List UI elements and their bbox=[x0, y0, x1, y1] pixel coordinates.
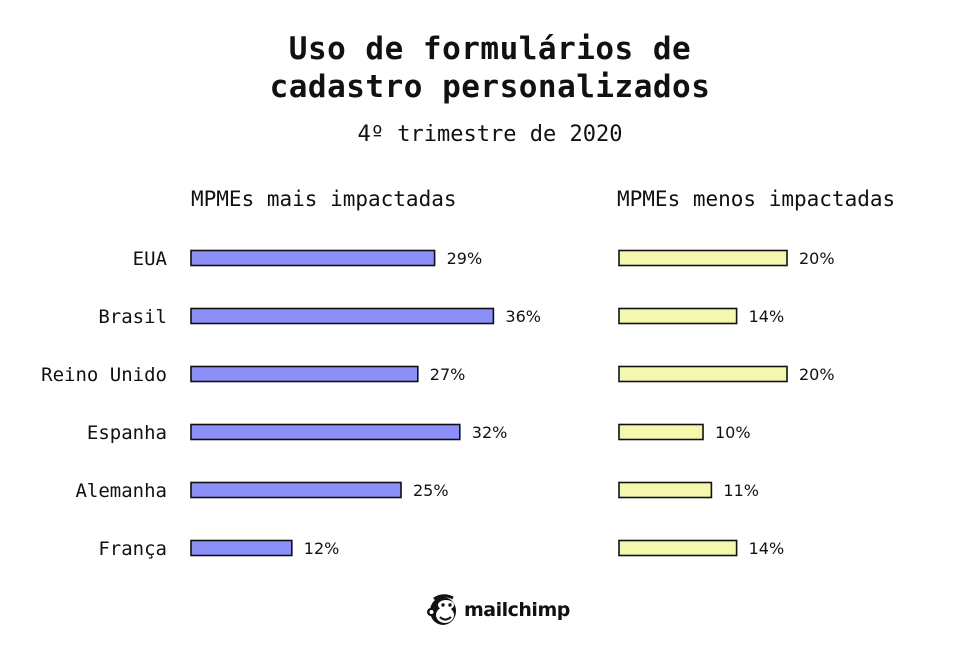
bar bbox=[190, 423, 461, 441]
bar bbox=[618, 423, 704, 441]
data-label: 10% bbox=[715, 423, 751, 442]
chart-title-line-1: Uso de formulários de bbox=[288, 31, 692, 67]
data-label: 29% bbox=[447, 249, 483, 268]
data-label: 20% bbox=[799, 249, 835, 268]
mailchimp-logo: mailchimp bbox=[426, 592, 570, 628]
data-label: 36% bbox=[505, 307, 541, 326]
chart-subtitle: 4º trimestre de 2020 bbox=[357, 122, 623, 147]
data-label: 20% bbox=[799, 365, 835, 384]
chart-title-line-2: cadastro personalizados bbox=[269, 69, 711, 105]
category-label: EUA bbox=[133, 248, 168, 270]
category-label: França bbox=[98, 538, 167, 560]
bar bbox=[190, 307, 495, 325]
bar bbox=[190, 539, 293, 557]
bar-chart: EUA Brasil Reino Unido Espanha Alemanha Franç… bbox=[41, 187, 895, 560]
freddie-monkey-icon bbox=[427, 594, 456, 625]
bar bbox=[618, 365, 788, 383]
data-label: 11% bbox=[723, 481, 759, 500]
series-header: MPMEs menos impactadas bbox=[617, 187, 895, 211]
category-label: Reino Unido bbox=[41, 364, 167, 386]
bar bbox=[618, 481, 713, 499]
data-label: 12% bbox=[304, 539, 340, 558]
bar bbox=[190, 481, 402, 499]
bar bbox=[190, 365, 419, 383]
category-label: Brasil bbox=[98, 306, 167, 328]
data-label: 14% bbox=[749, 539, 785, 558]
data-label: 14% bbox=[749, 307, 785, 326]
bar bbox=[618, 307, 738, 325]
category-label: Espanha bbox=[87, 422, 167, 444]
series-header: MPMEs mais impactadas bbox=[191, 187, 457, 211]
data-label: 25% bbox=[413, 481, 449, 500]
chart-title: Uso de formulários de cadastro personali… bbox=[0, 30, 980, 106]
bar bbox=[618, 249, 788, 267]
category-label: Alemanha bbox=[75, 480, 167, 502]
brand-wordmark: mailchimp bbox=[464, 599, 570, 621]
data-label: 27% bbox=[430, 365, 466, 384]
bar bbox=[618, 539, 738, 557]
bar bbox=[190, 249, 436, 267]
data-label: 32% bbox=[472, 423, 508, 442]
